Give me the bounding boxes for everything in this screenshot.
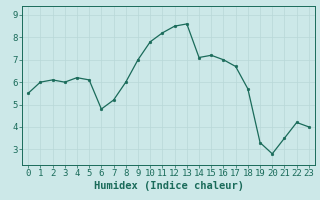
X-axis label: Humidex (Indice chaleur): Humidex (Indice chaleur) bbox=[93, 181, 244, 191]
